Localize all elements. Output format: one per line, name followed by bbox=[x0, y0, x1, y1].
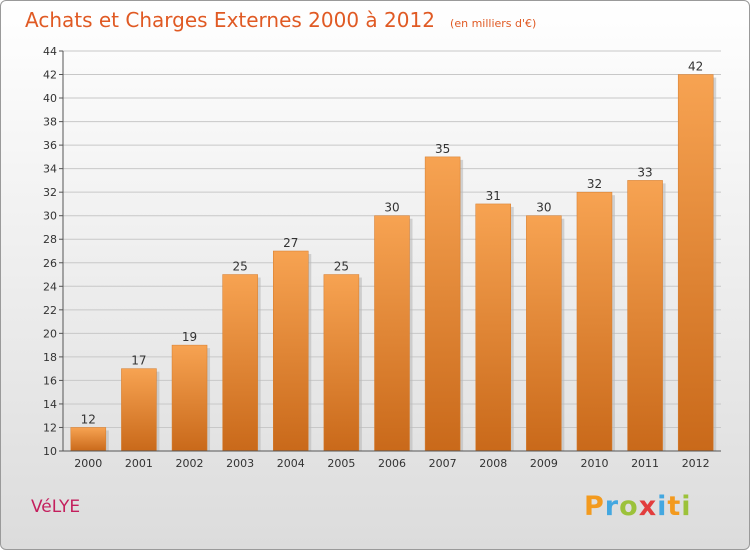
y-tick-label: 16 bbox=[43, 374, 57, 387]
title-row: Achats et Charges Externes 2000 à 2012 (… bbox=[25, 8, 536, 32]
commune-name: VéLYE bbox=[31, 497, 81, 517]
data-label: 25 bbox=[334, 260, 349, 274]
bar bbox=[475, 203, 511, 452]
x-tick-label: 2006 bbox=[378, 457, 406, 470]
bar bbox=[171, 344, 208, 452]
data-label: 42 bbox=[688, 60, 703, 74]
x-tick-label: 2011 bbox=[631, 457, 659, 470]
bar bbox=[526, 215, 562, 452]
x-tick-label: 2010 bbox=[580, 457, 608, 470]
x-tick-label: 2008 bbox=[479, 457, 507, 470]
x-tick-label: 2000 bbox=[74, 457, 102, 470]
data-label: 12 bbox=[81, 412, 96, 426]
y-tick-label: 18 bbox=[43, 351, 57, 364]
data-label: 25 bbox=[233, 260, 248, 274]
y-tick-label: 20 bbox=[43, 327, 57, 340]
y-tick-label: 42 bbox=[43, 69, 57, 82]
x-tick-label: 2004 bbox=[277, 457, 305, 470]
data-label: 35 bbox=[435, 142, 450, 156]
y-tick-label: 44 bbox=[43, 45, 57, 58]
data-label: 30 bbox=[536, 201, 551, 215]
data-label: 33 bbox=[637, 165, 652, 179]
y-tick-label: 34 bbox=[43, 163, 57, 176]
y-tick-label: 22 bbox=[43, 304, 57, 317]
bar bbox=[323, 274, 360, 452]
data-label: 17 bbox=[131, 354, 146, 368]
data-label: 31 bbox=[486, 189, 501, 203]
x-tick-label: 2005 bbox=[327, 457, 355, 470]
data-label: 27 bbox=[283, 236, 298, 250]
bar bbox=[677, 74, 714, 452]
data-label: 19 bbox=[182, 330, 197, 344]
y-tick-label: 10 bbox=[43, 445, 57, 458]
x-tick-label: 2012 bbox=[682, 457, 710, 470]
x-tick-label: 2001 bbox=[125, 457, 153, 470]
y-tick-label: 32 bbox=[43, 186, 57, 199]
bar bbox=[222, 274, 258, 452]
x-tick-label: 2007 bbox=[429, 457, 457, 470]
y-tick-label: 40 bbox=[43, 92, 57, 105]
bar bbox=[627, 180, 663, 452]
bar bbox=[121, 368, 157, 452]
y-tick-label: 36 bbox=[43, 139, 57, 152]
proxiti-logo: Proxiti bbox=[584, 491, 692, 522]
bar bbox=[424, 156, 461, 452]
data-label: 30 bbox=[384, 201, 399, 215]
bar bbox=[70, 427, 107, 452]
x-tick-label: 2002 bbox=[176, 457, 204, 470]
x-tick-label: 2009 bbox=[530, 457, 558, 470]
y-tick-label: 24 bbox=[43, 280, 57, 293]
bar bbox=[374, 215, 410, 452]
y-tick-label: 26 bbox=[43, 257, 57, 270]
chart-subtitle: (en milliers d'€) bbox=[450, 17, 537, 30]
bar bbox=[576, 191, 613, 452]
chart-title: Achats et Charges Externes 2000 à 2012 bbox=[25, 8, 435, 32]
y-tick-label: 12 bbox=[43, 421, 57, 434]
data-label: 32 bbox=[587, 177, 602, 191]
y-tick-label: 30 bbox=[43, 210, 57, 223]
bar bbox=[273, 250, 309, 452]
y-tick-label: 38 bbox=[43, 116, 57, 129]
y-tick-label: 28 bbox=[43, 233, 57, 246]
y-tick-label: 14 bbox=[43, 398, 57, 411]
x-tick-label: 2003 bbox=[226, 457, 254, 470]
